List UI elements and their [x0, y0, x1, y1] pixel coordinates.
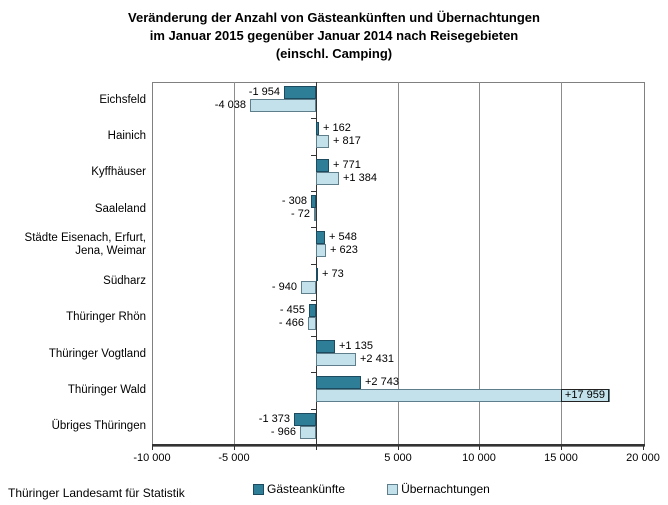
bar-overnight-stays — [300, 426, 316, 439]
bar-overnight-stays — [316, 172, 339, 185]
x-axis-tick-label: 5 000 — [384, 452, 412, 464]
legend-item-guest-arrivals: Gästeankünfte — [253, 482, 345, 496]
bar-overnight-stays — [316, 353, 356, 366]
title-line-3: (einschl. Camping) — [275, 46, 393, 61]
bar-value-label: -1 373 — [258, 413, 290, 425]
legend-item-overnight-stays: Übernachtungen — [387, 482, 490, 496]
x-axis-tick-label: 15 000 — [544, 452, 578, 464]
x-axis-tick — [479, 446, 480, 450]
x-axis-tick — [234, 446, 235, 450]
zero-axis-line — [316, 82, 317, 445]
category-label: Städte Eisenach, Erfurt, Jena, Weimar — [24, 232, 146, 258]
legend-swatch-icon — [253, 483, 264, 495]
gridline — [234, 82, 235, 445]
gridline — [479, 82, 480, 445]
legend-label: Gästeankünfte — [267, 482, 346, 496]
category-axis-tick — [311, 227, 316, 228]
category-axis-tick — [311, 300, 316, 301]
source-note: Thüringer Landesamt für Statistik — [8, 486, 185, 500]
bar-value-label: +1 135 — [339, 340, 373, 352]
bar-value-label: + 771 — [333, 159, 361, 171]
title-line-2: im Januar 2015 gegenüber Januar 2014 nac… — [149, 28, 519, 43]
bar-value-label: -4 038 — [214, 99, 246, 111]
bar-value-label: -1 954 — [248, 86, 280, 98]
bar-value-label: +1 384 — [343, 172, 377, 184]
category-label: Kyffhäuser — [91, 166, 146, 179]
category-axis-tick — [311, 264, 316, 265]
gridline — [561, 82, 562, 445]
bar-overnight-stays — [316, 135, 329, 148]
bar-guest-arrivals — [294, 413, 316, 426]
category-label: Eichsfeld — [99, 93, 146, 106]
bar-value-label: + 73 — [322, 268, 344, 280]
bar-value-label: - 966 — [270, 426, 296, 438]
x-axis-tick — [152, 446, 153, 450]
bar-value-label: + 623 — [330, 244, 358, 256]
bar-value-label: + 548 — [329, 231, 357, 243]
x-axis-tick — [316, 446, 317, 450]
title-line-1: Veränderung der Anzahl von Gästeankünfte… — [128, 10, 540, 25]
bar-value-label: +2 431 — [360, 353, 394, 365]
bar-value-label: - 72 — [291, 208, 310, 220]
bar-overnight-stays — [250, 99, 316, 112]
bar-value-label: +2 743 — [365, 376, 399, 388]
bar-overnight-stays — [316, 244, 326, 257]
category-axis-tick — [311, 191, 316, 192]
bar-value-label: + 817 — [333, 135, 361, 147]
x-axis-tick-label: -5 000 — [218, 452, 250, 464]
bar-overnight-stays — [308, 317, 316, 330]
category-label: Thüringer Wald — [67, 384, 146, 397]
bar-guest-arrivals — [316, 376, 361, 389]
bar-guest-arrivals — [284, 86, 316, 99]
x-axis-tick — [561, 446, 562, 450]
category-label: Saaleland — [94, 202, 146, 215]
bar-guest-arrivals — [309, 304, 316, 317]
legend: Gästeankünfte Übernachtungen — [253, 482, 532, 496]
bar-value-label: + 162 — [323, 122, 351, 134]
x-axis-tick — [643, 446, 644, 450]
bar-overnight-stays — [316, 389, 610, 402]
bar-value-label: - 466 — [278, 317, 304, 329]
bar-guest-arrivals — [316, 122, 319, 135]
legend-label: Übernachtungen — [401, 482, 490, 496]
category-label: Übriges Thüringen — [51, 420, 146, 433]
bar-overnight-stays — [301, 281, 316, 294]
bar-guest-arrivals — [316, 231, 325, 244]
chart-title: Veränderung der Anzahl von Gästeankünfte… — [10, 9, 658, 63]
x-axis-tick-label: -10 000 — [133, 452, 171, 464]
bar-overnight-stays — [314, 208, 316, 221]
gridline — [398, 82, 399, 445]
x-axis-tick-label: 20 000 — [626, 452, 660, 464]
category-label: Hainich — [107, 129, 146, 142]
bar-guest-arrivals — [316, 268, 318, 281]
legend-swatch-icon — [387, 483, 399, 495]
bar-guest-arrivals — [316, 159, 329, 172]
category-axis-tick — [311, 372, 316, 373]
category-axis-tick — [311, 155, 316, 156]
bar-value-label: +17 959 — [560, 389, 609, 402]
x-axis-line — [152, 444, 645, 446]
category-label: Thüringer Vogtland — [48, 347, 146, 360]
bar-guest-arrivals — [316, 340, 335, 353]
bar-value-label: - 308 — [281, 195, 307, 207]
category-axis-tick — [311, 409, 316, 410]
category-axis-tick — [311, 336, 316, 337]
category-label: Südharz — [103, 275, 146, 288]
bar-value-label: - 940 — [271, 281, 297, 293]
x-axis-tick-label: 10 000 — [462, 452, 496, 464]
category-label: Thüringer Rhön — [66, 311, 146, 324]
bar-guest-arrivals — [311, 195, 316, 208]
bar-value-label: - 455 — [279, 304, 305, 316]
category-axis-tick — [311, 118, 316, 119]
x-axis-tick — [398, 446, 399, 450]
